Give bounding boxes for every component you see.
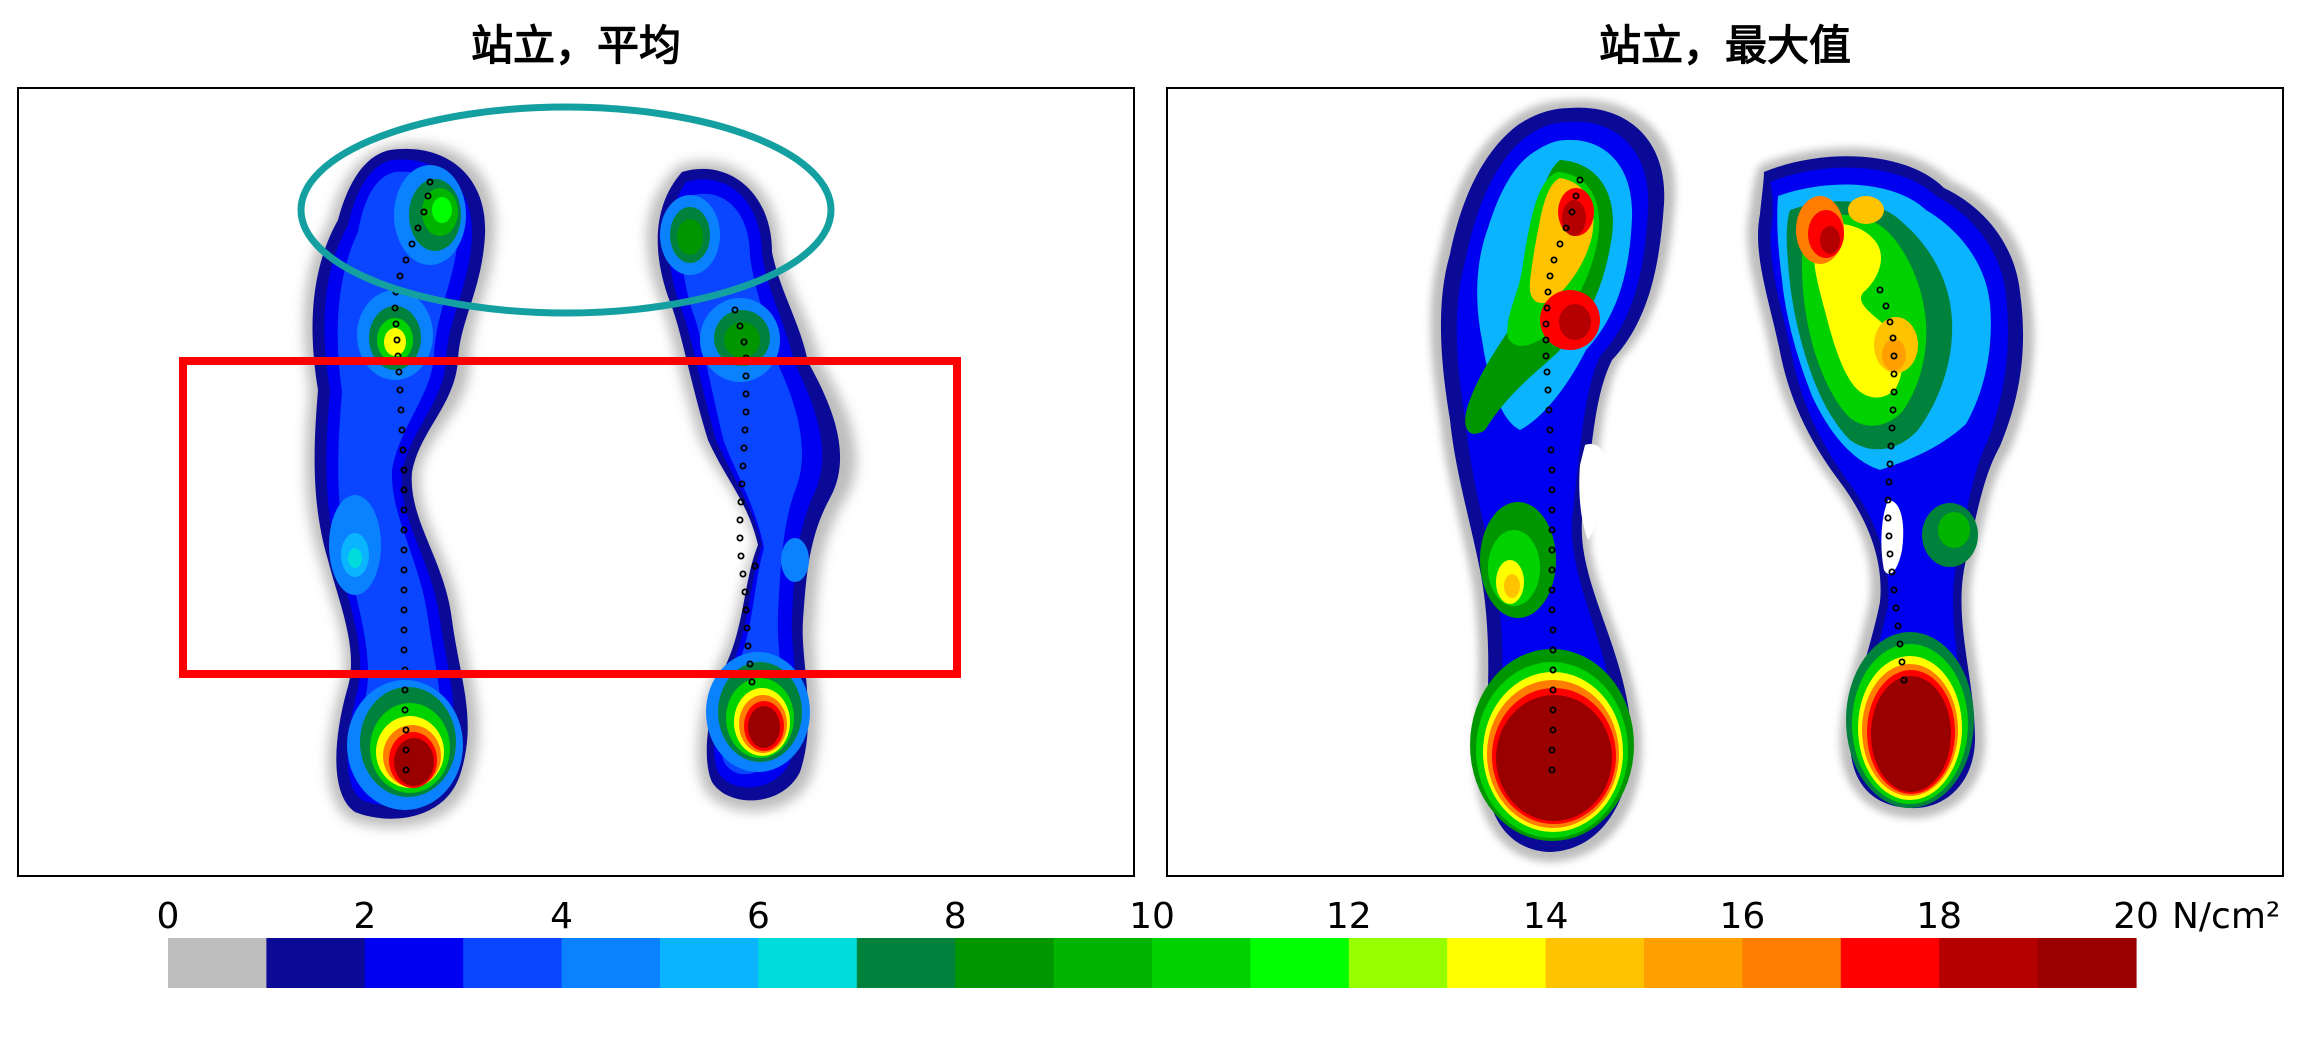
colorbar-swatch bbox=[1348, 938, 1448, 988]
colorbar-swatch bbox=[168, 938, 267, 988]
colorbar-tick-label: 12 bbox=[1326, 896, 1372, 937]
colorbar-swatch bbox=[1840, 938, 1940, 988]
colorbar-swatch bbox=[364, 938, 464, 988]
panel-left-frame bbox=[17, 87, 1135, 877]
colorbar-swatch bbox=[1053, 938, 1153, 988]
cop-trail-right-average bbox=[731, 306, 759, 686]
colorbar-tick-label: 10 bbox=[1129, 896, 1175, 937]
panel-left-title: 站立，平均 bbox=[471, 21, 681, 70]
colorbar-swatch bbox=[955, 938, 1055, 988]
midfoot-highlight-rectangle bbox=[179, 357, 961, 678]
colorbar-tick-label: 0 bbox=[157, 896, 180, 937]
colorbar-tick-label: 8 bbox=[944, 896, 967, 937]
cop-trail-left-maximum bbox=[1542, 176, 1584, 774]
colorbar-swatch bbox=[1152, 938, 1251, 988]
colorbar-swatch bbox=[1545, 938, 1645, 988]
colorbar: 0 2 4 6 8 10 12 14 16 18 20 N/cm² bbox=[157, 896, 2280, 988]
colorbar-tick-label: 2 bbox=[353, 896, 376, 937]
panel-right-title: 站立，最大值 bbox=[1599, 21, 1851, 70]
cop-trail-right-maximum bbox=[1876, 286, 1908, 684]
panel-left-average bbox=[17, 87, 1135, 877]
right-foot-maximum-heatmap bbox=[1747, 147, 2034, 819]
colorbar-swatch bbox=[1644, 938, 1743, 988]
colorbar-tick-labels: 0 2 4 6 8 10 12 14 16 18 20 bbox=[157, 896, 2159, 937]
colorbar-tick-label: 4 bbox=[550, 896, 573, 937]
colorbar-unit-label: N/cm² bbox=[2172, 896, 2280, 937]
colorbar-tick-label: 6 bbox=[747, 896, 770, 937]
colorbar-tick-label: 14 bbox=[1523, 896, 1569, 937]
left-foot-maximum-heatmap bbox=[1430, 99, 1676, 862]
colorbar-tick-label: 16 bbox=[1719, 896, 1765, 937]
colorbar-swatch bbox=[561, 938, 661, 988]
left-foot-average-heatmap bbox=[304, 143, 496, 828]
colorbar-swatch bbox=[2037, 938, 2137, 988]
colorbar-swatch bbox=[1742, 938, 1842, 988]
colorbar-swatch bbox=[660, 938, 759, 988]
colorbar-swatch bbox=[1250, 938, 1350, 988]
colorbar-swatch bbox=[1939, 938, 2039, 988]
colorbar-swatch bbox=[856, 938, 956, 988]
cop-trail-left-average bbox=[391, 178, 434, 774]
right-foot-average-heatmap bbox=[646, 161, 857, 812]
colorbar-tick-label: 18 bbox=[1916, 896, 1962, 937]
colorbar-swatch bbox=[758, 938, 858, 988]
colorbar-swatches bbox=[168, 938, 2137, 988]
colorbar-swatch bbox=[266, 938, 366, 988]
colorbar-swatch bbox=[1447, 938, 1547, 988]
panel-right-frame bbox=[1166, 87, 2284, 877]
colorbar-swatch bbox=[463, 938, 563, 988]
panel-right-maximum bbox=[1166, 87, 2284, 877]
colorbar-tick-label: 20 bbox=[2113, 896, 2159, 937]
forefoot-highlight-ellipse bbox=[297, 103, 835, 317]
